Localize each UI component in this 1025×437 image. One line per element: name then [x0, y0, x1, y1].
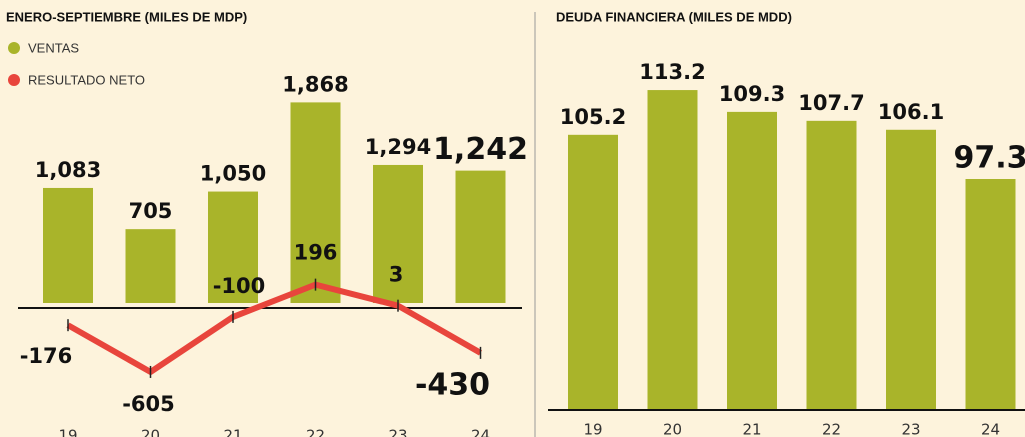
x-tick-label: 24 — [471, 427, 490, 437]
x-tick-label: 23 — [901, 421, 920, 437]
value-label: 107.7 — [798, 91, 864, 115]
x-tick-label: 22 — [822, 421, 841, 437]
value-label: 97.3 — [953, 141, 1025, 176]
line — [66, 281, 482, 375]
bar — [727, 111, 777, 411]
bar — [373, 164, 423, 303]
x-tick-label: 20 — [141, 427, 160, 437]
bar — [965, 179, 1016, 410]
value-label: 3 — [389, 263, 404, 287]
value-label: 1,294 — [365, 135, 431, 159]
legend-label: RESULTADO NETO — [28, 72, 145, 87]
legend-marker — [8, 42, 20, 54]
x-tick-label: 19 — [58, 427, 77, 437]
value-label: -430 — [415, 367, 490, 402]
bar — [43, 187, 93, 303]
x-tick-label: 19 — [583, 421, 602, 437]
value-label: 1,083 — [35, 158, 101, 182]
x-tick-label: 20 — [663, 421, 682, 437]
bar — [290, 102, 341, 303]
bar — [806, 120, 857, 410]
legend-label: VENTAS — [28, 40, 79, 55]
bar — [568, 134, 618, 411]
value-label: 109.3 — [719, 82, 785, 106]
value-label: -100 — [213, 274, 266, 298]
value-label: 1,050 — [200, 162, 266, 186]
value-label: 705 — [129, 199, 173, 223]
bar — [886, 129, 936, 410]
bar — [647, 90, 698, 410]
value-label: 105.2 — [560, 105, 626, 129]
bar — [455, 170, 506, 303]
value-label: 113.2 — [639, 60, 705, 84]
bar — [208, 191, 258, 303]
value-label: 106.1 — [878, 100, 944, 124]
x-tick-label: 22 — [306, 427, 325, 437]
bar — [125, 229, 176, 303]
x-tick-label: 21 — [742, 421, 761, 437]
value-label: -605 — [122, 392, 175, 416]
value-label: 1,242 — [433, 132, 528, 167]
chart-title: DEUDA FINANCIERA (MILES DE MDD) — [556, 9, 792, 24]
value-label: 196 — [294, 241, 338, 265]
value-label: -176 — [20, 344, 73, 368]
value-label: 1,868 — [282, 72, 348, 96]
x-tick-label: 21 — [223, 427, 242, 437]
x-tick-label: 23 — [388, 427, 407, 437]
x-tick-label: 24 — [981, 421, 1000, 437]
chart-title: ENERO-SEPTIEMBRE (MILES DE MDP) — [6, 9, 247, 24]
legend-marker — [8, 74, 20, 86]
